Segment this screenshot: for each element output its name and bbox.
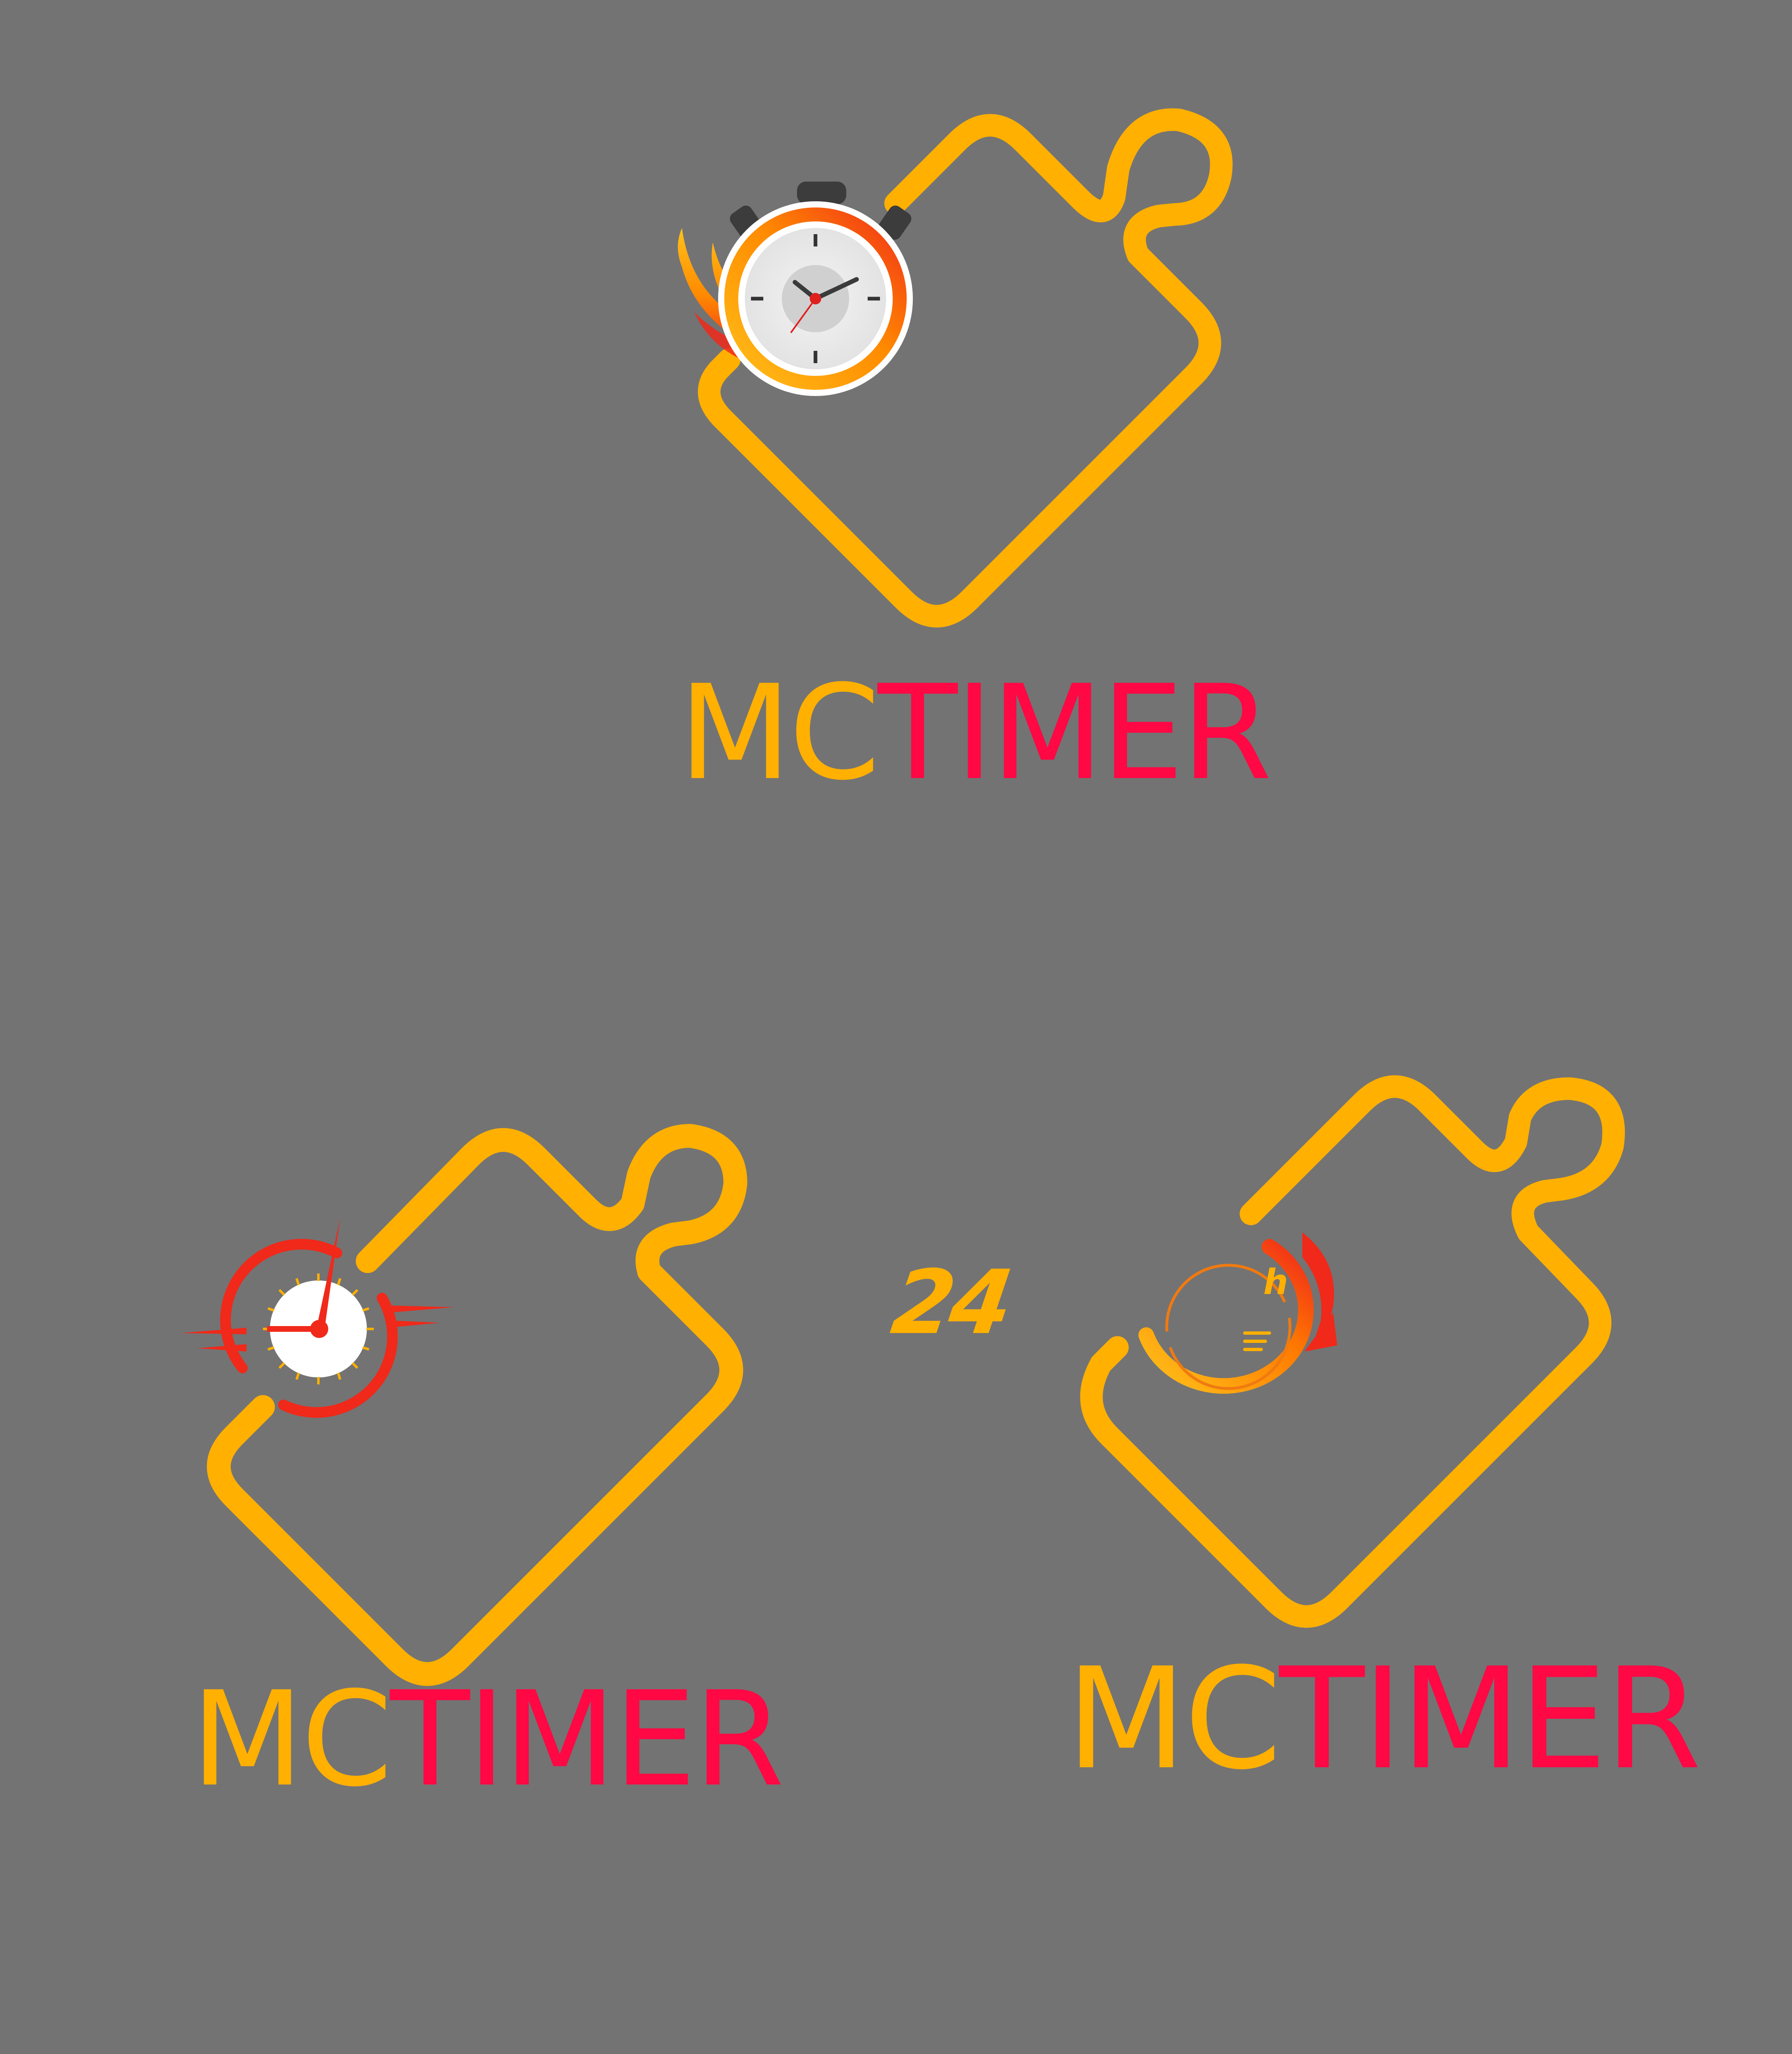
wordmark-timer: TIMER [1279,1638,1702,1801]
wordmark-timer: TIMER [390,1663,784,1815]
logo-3: 24 h [884,1075,1625,1628]
speed-clock-icon [181,1218,454,1418]
logo-2 [181,1124,747,1686]
puzzle-outline [1080,1075,1625,1628]
24h-clock-icon: 24 h [884,1232,1337,1394]
wordmark-mc: MC [191,1663,392,1815]
badge-number: 24 [886,1251,1015,1354]
wordmark-mc: MC [679,657,880,809]
badge-unit: h [1263,1262,1288,1303]
wordmark: MCTIMER [1066,1649,1702,1789]
wordmark-mc: MC [1066,1638,1282,1801]
wordmark: MCTIMER [679,668,1272,798]
puzzle-outline [698,108,1233,628]
stopwatch-flame-icon [678,182,913,396]
wordmark-timer: TIMER [878,657,1272,809]
logo-1 [678,108,1233,628]
wordmark: MCTIMER [191,1674,785,1805]
puzzle-outline [207,1124,747,1686]
